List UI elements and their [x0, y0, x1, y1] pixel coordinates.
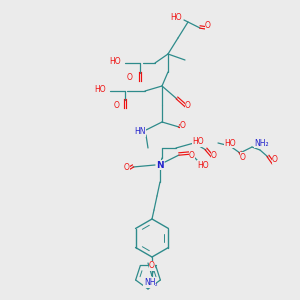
Text: ₂: ₂ [154, 282, 157, 287]
Text: O: O [272, 154, 278, 164]
Text: HO: HO [224, 139, 236, 148]
Text: O: O [189, 151, 195, 160]
Text: O: O [180, 121, 186, 130]
Text: HO: HO [109, 58, 121, 67]
Text: O: O [146, 282, 152, 288]
Text: O: O [127, 74, 133, 82]
Text: HO: HO [94, 85, 106, 94]
Text: HN: HN [134, 128, 146, 136]
Text: NH: NH [144, 278, 155, 287]
Text: NH₂: NH₂ [255, 139, 269, 148]
Text: HO: HO [197, 160, 209, 169]
Text: O: O [114, 100, 120, 109]
Text: O: O [240, 152, 246, 161]
Text: O: O [185, 100, 191, 109]
Text: HO: HO [170, 14, 182, 22]
Text: HO: HO [192, 137, 204, 146]
Text: O: O [205, 22, 211, 31]
Text: O: O [124, 163, 130, 172]
Text: N: N [156, 160, 164, 169]
Text: O: O [211, 151, 217, 160]
Text: O: O [149, 262, 155, 271]
